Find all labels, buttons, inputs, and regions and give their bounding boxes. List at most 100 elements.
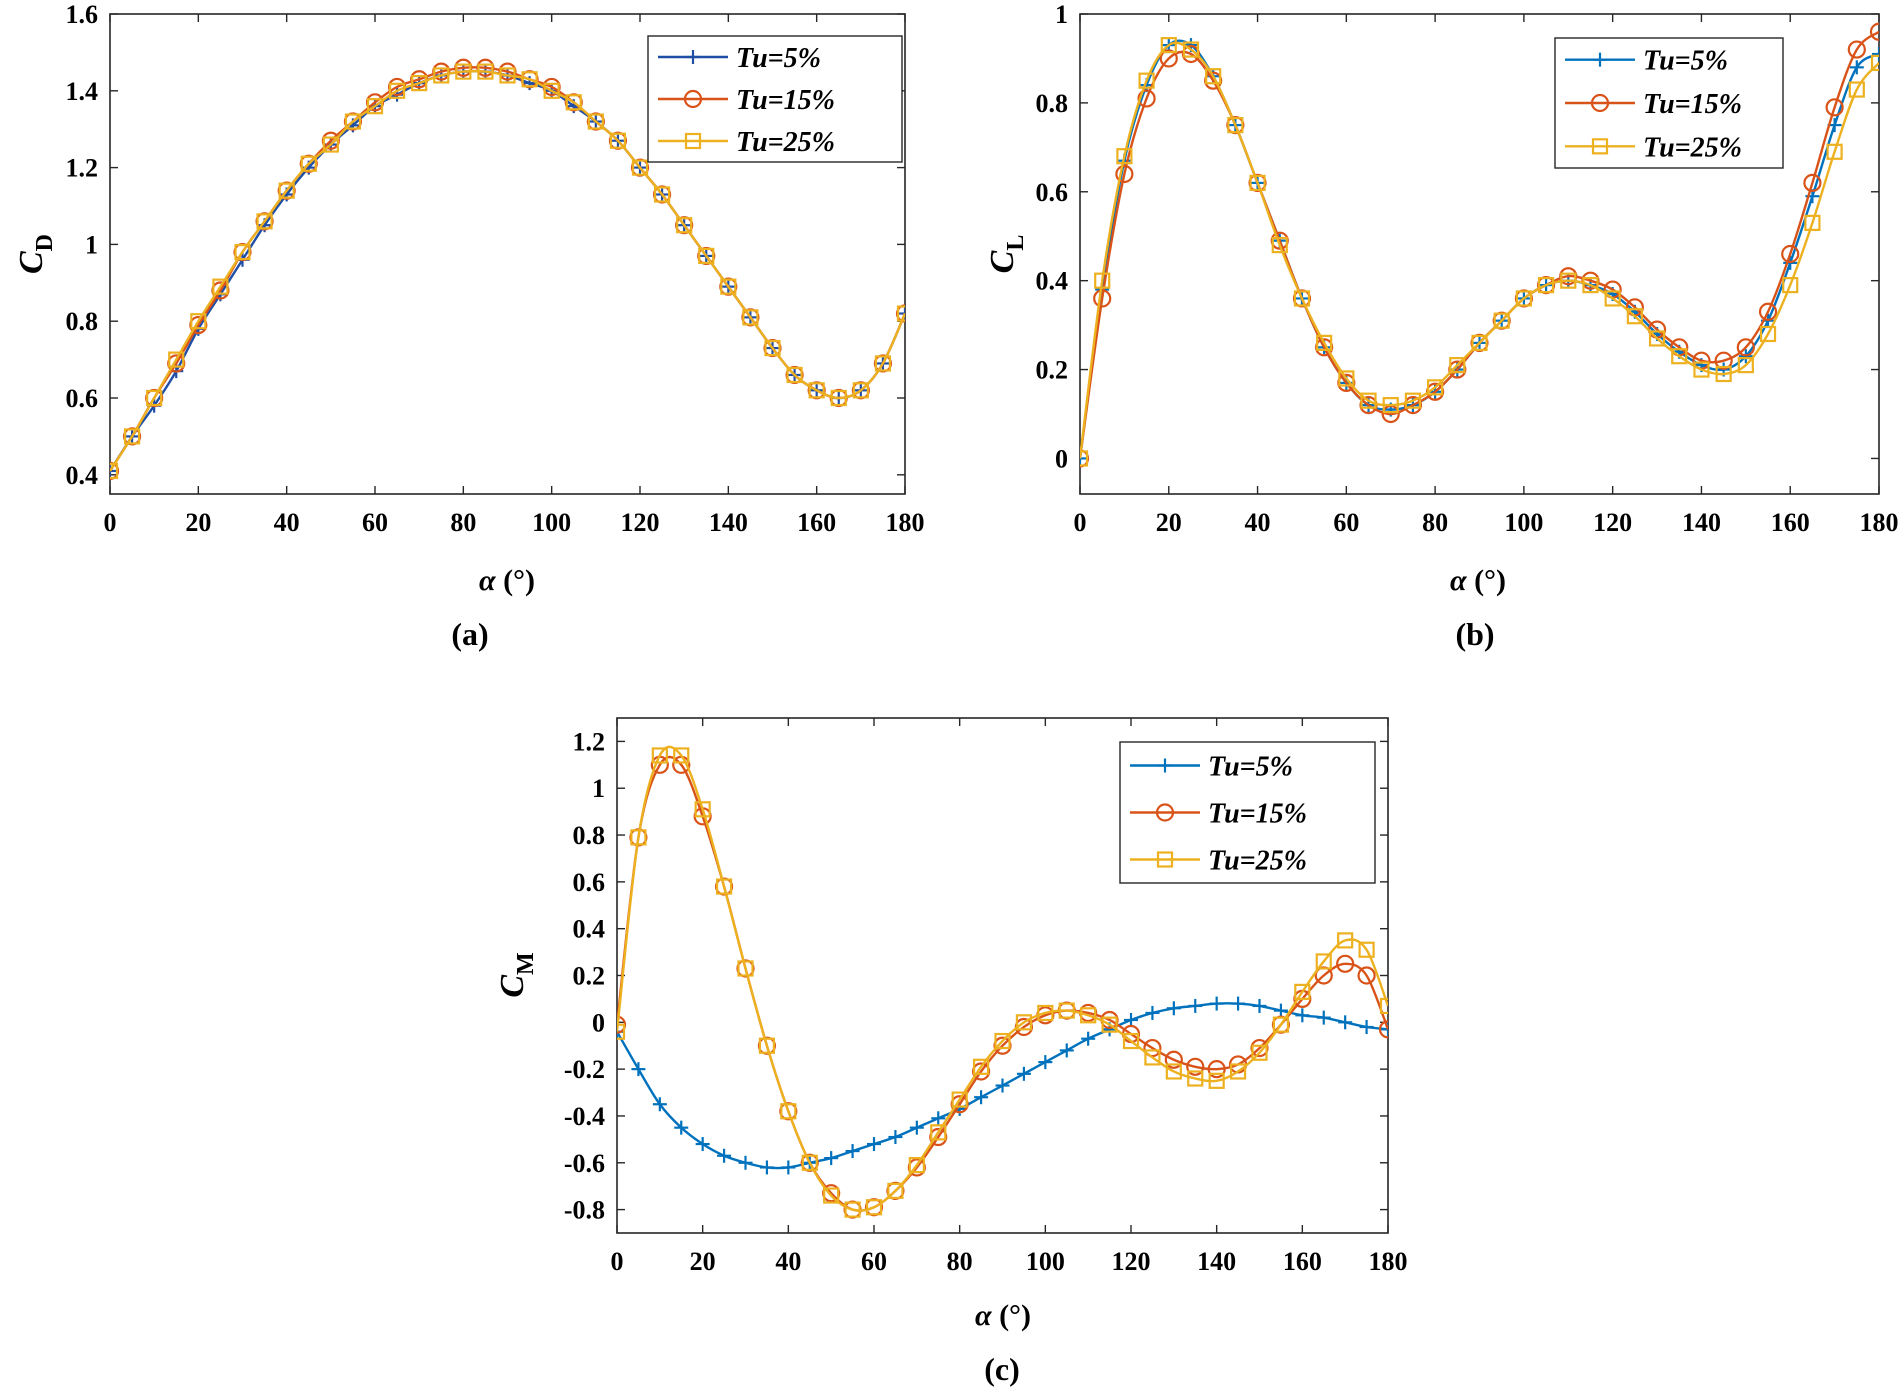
data-point: [1537, 277, 1555, 294]
data-point: [1229, 1063, 1247, 1080]
data-point: [1427, 379, 1444, 396]
legend-label: Tu=15%: [1643, 89, 1742, 120]
chart-panel-c: 0 20 40 60 80 100 120 140 160 180 -0.8 -0.6 -0.4 -0.2…: [494, 717, 1408, 1387]
data-point: [737, 960, 754, 977]
x-tick-label: 80: [450, 508, 476, 537]
data-point: [1094, 272, 1111, 289]
data-point: [388, 82, 406, 99]
panel-caption: (c): [984, 1351, 1020, 1387]
data-point: [1626, 308, 1643, 325]
legend-marker: [683, 89, 703, 109]
data-point: [1272, 1016, 1290, 1033]
x-tick-label: 0: [611, 1247, 624, 1276]
data-point: [1137, 89, 1156, 108]
data-point: [852, 382, 869, 399]
data-point: [909, 1120, 924, 1135]
data-point: [972, 1058, 990, 1075]
data-point: [1471, 334, 1488, 351]
data-point: [865, 1199, 883, 1216]
data-point: [1872, 47, 1879, 61]
data-point: [1869, 22, 1879, 41]
data-point: [1358, 941, 1375, 958]
data-point: [823, 1187, 840, 1204]
data-point: [1080, 451, 1087, 466]
x-axis-label: α (°): [479, 564, 535, 597]
data-point: [1188, 998, 1203, 1013]
data-point: [786, 366, 803, 384]
data-point: [1159, 49, 1178, 68]
x-tick-label: 20: [1156, 508, 1182, 537]
data-point: [1058, 1002, 1075, 1019]
data-point: [888, 1130, 903, 1145]
data-point: [808, 382, 825, 399]
data-point: [366, 98, 384, 115]
data-point: [1804, 214, 1821, 231]
legend-label: Tu=25%: [1208, 846, 1307, 877]
data-point: [781, 1160, 796, 1175]
series-line: [110, 69, 905, 472]
legend-label: Tu=15%: [736, 85, 835, 116]
x-tick-label: 160: [1283, 1247, 1322, 1276]
data-point: [1379, 997, 1388, 1015]
data-point: [1560, 272, 1577, 289]
data-point: [1870, 54, 1879, 71]
data-point: [931, 1111, 946, 1126]
data-point: [1382, 397, 1399, 414]
data-point: [1207, 1060, 1226, 1079]
x-tick-label: 160: [1771, 508, 1810, 537]
panel-caption: (b): [1455, 616, 1494, 652]
data-point: [1271, 237, 1288, 254]
legend-label: Tu=5%: [736, 43, 821, 74]
data-point: [867, 1137, 881, 1152]
data-point: [1059, 1043, 1074, 1058]
chart-panel-b: 0 20 40 60 80 100 120 140 160 180 0 0.2 0.4 0.6 0.8 1 α …: [984, 0, 1899, 652]
x-tick-label: 180: [886, 508, 925, 537]
data-point: [1338, 370, 1355, 387]
y-tick-label: 0.2: [573, 962, 606, 991]
data-point: [1182, 41, 1200, 58]
data-point: [1227, 117, 1244, 134]
x-tick-label: 120: [621, 508, 660, 537]
legend-marker: [1156, 851, 1174, 868]
data-point: [758, 1037, 776, 1054]
legend-label: Tu=25%: [1643, 132, 1742, 163]
y-axis-label: CL: [984, 235, 1029, 274]
y-tick-label: 0.8: [1036, 89, 1069, 118]
legend: Tu=5% Tu=15% Tu=25%: [1554, 37, 1784, 169]
x-tick-label: 40: [1245, 508, 1271, 537]
data-point: [322, 136, 339, 153]
data-point: [1295, 1008, 1310, 1023]
x-tick-label: 60: [362, 508, 388, 537]
data-point: [1826, 143, 1843, 160]
data-point: [1357, 966, 1376, 985]
x-tick-label: 100: [1504, 508, 1543, 537]
data-point: [234, 243, 251, 261]
legend-label: Tu=5%: [1208, 752, 1293, 783]
y-tick-label: 0.4: [573, 915, 606, 944]
data-point: [1360, 392, 1377, 409]
legend-marker: [1590, 93, 1610, 113]
y-tick-label: -0.4: [564, 1102, 605, 1131]
chart-panel-a: 0 20 40 60 80 100 120 140 160 180 0.4 0.6 0.8 1 1.2 1.4…: [13, 0, 925, 652]
data-point: [1016, 1066, 1031, 1081]
data-point: [801, 1154, 818, 1171]
data-point: [1359, 1020, 1374, 1034]
y-tick-label: 0.8: [66, 307, 99, 336]
data-point: [695, 1137, 710, 1152]
y-tick-label: 0: [592, 1008, 605, 1037]
data-point: [1315, 953, 1332, 970]
x-tick-label: 100: [532, 508, 571, 537]
data-point: [1115, 164, 1134, 184]
y-tick-label: 0.4: [66, 461, 99, 490]
data-point: [1166, 1001, 1181, 1016]
data-point: [1825, 98, 1844, 117]
data-point: [1515, 290, 1532, 307]
data-point: [1404, 392, 1422, 409]
data-point: [1249, 174, 1266, 191]
y-axis-label: CM: [494, 952, 539, 997]
x-tick-label: 80: [947, 1247, 973, 1276]
data-point: [738, 1155, 753, 1170]
data-point: [617, 1023, 626, 1040]
data-point: [1164, 1050, 1183, 1069]
